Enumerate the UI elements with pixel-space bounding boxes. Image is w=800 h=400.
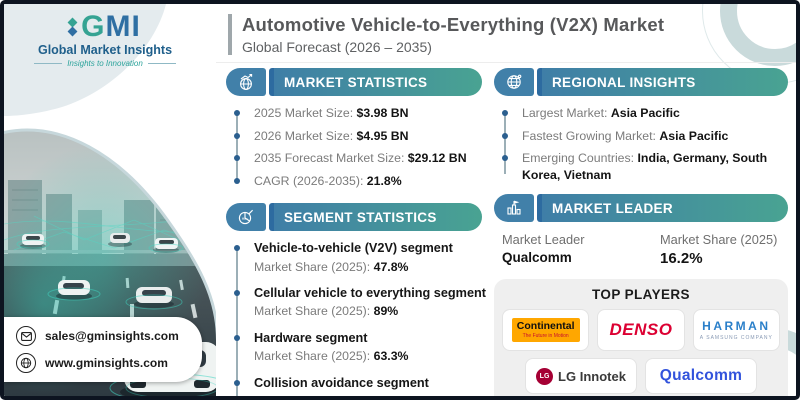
list-item: Cellular vehicle to everything segment M… (234, 285, 486, 320)
contact-panel: sales@gminsights.com www.gminsights.com (4, 317, 202, 382)
list-item: Vehicle-to-vehicle (V2V) segment Market … (234, 240, 482, 275)
section-market-statistics-header: MARKET STATISTICS (226, 68, 482, 96)
player-logo-harman: HARMAN A SAMSUNG COMPANY (692, 309, 780, 352)
list-item: Hardware segment Market Share (2025): 63… (234, 330, 482, 365)
bullet-dot-icon (234, 379, 240, 386)
section-regional-insights-header: REGIONAL INSIGHTS (494, 68, 788, 96)
page-title-block: Automotive Vehicle-to-Everything (V2X) M… (228, 14, 664, 55)
website-globe-icon (16, 353, 36, 373)
bullet-dot-icon (234, 290, 240, 297)
top-players-panel: TOP PLAYERS Continental The Future in Mo… (494, 279, 788, 396)
email-text: sales@gminsights.com (45, 329, 179, 343)
leader-share-block: Market Share (2025) 16.2% (660, 232, 778, 268)
list-item: Collision avoidance segment Market Share… (234, 375, 482, 396)
gmi-logo: GMI Global Market Insights Insights to I… (10, 10, 200, 69)
segment-statistics-list: Vehicle-to-vehicle (V2V) segment Market … (232, 240, 486, 396)
leader-name-block: Market Leader Qualcomm (502, 232, 585, 266)
gmi-initials: GMI (81, 10, 141, 43)
globe-icon (494, 68, 534, 96)
list-item: 2026 Market Size: $4.95 BN (234, 128, 482, 145)
leader-podium-icon (494, 194, 534, 223)
list-item: Emerging Countries: India, Germany, Sout… (502, 150, 788, 183)
bullet-dot-icon (234, 245, 240, 252)
header-divider (216, 62, 796, 63)
bullet-dot-icon (502, 155, 508, 162)
contact-email[interactable]: sales@gminsights.com (16, 326, 190, 346)
bullet-dot-icon (234, 334, 240, 341)
brand-tagline: Insights to Innovation (10, 59, 200, 68)
envelope-icon (16, 326, 36, 346)
content-panel: Automotive Vehicle-to-Everything (V2X) M… (216, 4, 796, 396)
regional-insights-list: Largest Market: Asia Pacific Fastest Gro… (500, 105, 788, 183)
list-item: CAGR (2026-2035): 21.8% (234, 173, 482, 190)
website-text: www.gminsights.com (45, 356, 168, 370)
lg-badge-icon: LG (536, 367, 554, 385)
section-title: MARKET STATISTICS (269, 68, 482, 96)
bullet-dot-icon (234, 155, 240, 162)
bullet-dot-icon (502, 132, 508, 139)
player-logo-lg-innotek: LG LG Innotek (525, 358, 637, 395)
list-item: 2025 Market Size: $3.98 BN (234, 105, 482, 122)
section-title: MARKET LEADER (537, 194, 788, 223)
player-logo-qualcomm: Qualcomm (645, 358, 757, 395)
list-item: Fastest Growing Market: Asia Pacific (502, 128, 788, 145)
market-statistics-list: 2025 Market Size: $3.98 BN 2026 Market S… (232, 105, 482, 189)
bullet-dot-icon (234, 110, 240, 116)
market-leader-info: Market Leader Qualcomm Market Share (202… (502, 232, 788, 267)
section-segment-statistics-header: SEGMENT STATISTICS (226, 203, 482, 232)
globe-chart-icon (226, 68, 266, 96)
contact-website[interactable]: www.gminsights.com (16, 353, 190, 373)
player-logo-denso: DENSO (597, 309, 685, 352)
bullet-dot-icon (234, 177, 240, 184)
gmi-diamonds-icon (67, 17, 78, 37)
bullet-dot-icon (234, 132, 240, 139)
player-logo-continental: Continental The Future in Motion (502, 309, 590, 352)
brand-name: Global Market Insights (37, 43, 173, 57)
list-item: Largest Market: Asia Pacific (502, 105, 788, 122)
page-title: Automotive Vehicle-to-Everything (V2X) M… (242, 14, 665, 35)
section-title: REGIONAL INSIGHTS (537, 68, 788, 96)
section-market-leader-header: MARKET LEADER (494, 194, 788, 223)
bullet-dot-icon (502, 110, 508, 116)
pie-chart-magnifier-icon (226, 203, 266, 232)
list-item: 2035 Forecast Market Size: $29.12 BN (234, 150, 482, 167)
page-subtitle: Global Forecast (2026 – 2035) (242, 39, 432, 55)
top-players-title: TOP PLAYERS (592, 287, 690, 303)
section-title: SEGMENT STATISTICS (269, 203, 482, 232)
left-photo-panel: GMI Global Market Insights Insights to I… (4, 4, 216, 396)
